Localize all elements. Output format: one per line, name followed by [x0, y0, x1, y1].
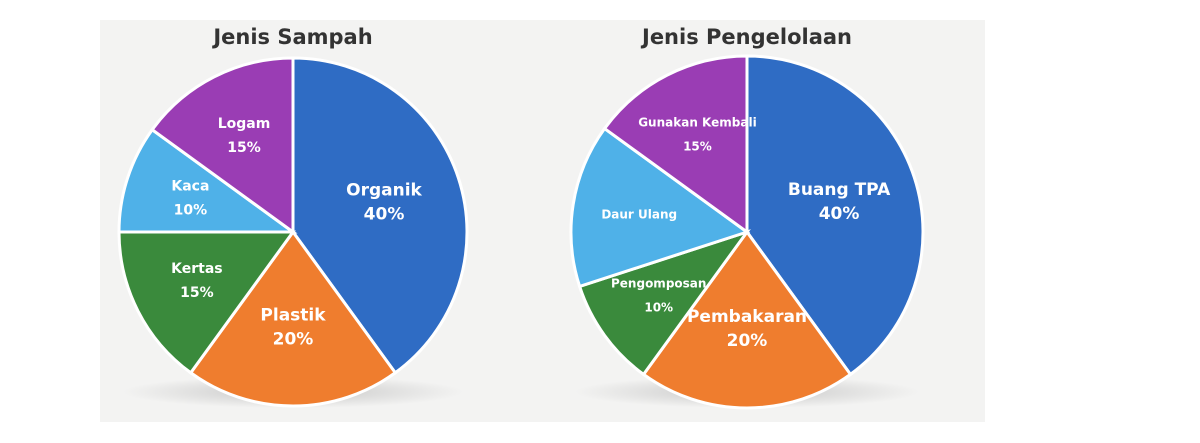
pie-slice — [188, 229, 398, 408]
slice-label: Kertas — [171, 261, 222, 277]
pie-slice — [577, 229, 751, 377]
value-label: 40% — [819, 204, 860, 224]
pie-slice — [641, 229, 853, 410]
value-label: 20% — [727, 331, 768, 351]
pie-slice — [745, 54, 925, 377]
chart-title: Jenis Pengelolaan — [640, 25, 852, 49]
pie-slice — [602, 54, 749, 235]
value-label: 20% — [273, 330, 314, 350]
value-label: 15% — [683, 139, 712, 153]
slice-label: Buang TPA — [788, 180, 891, 200]
value-label: 15% — [180, 285, 214, 301]
value-label: 10% — [644, 301, 673, 315]
slice-label: Organik — [346, 180, 422, 200]
pie-slice — [291, 56, 469, 375]
slice-label: Gunakan Kembali — [638, 115, 756, 129]
slice-label: Pembakaran — [687, 307, 807, 327]
pie-slice — [117, 127, 298, 234]
pie-slice — [117, 230, 296, 375]
slice-label: Kaca — [171, 179, 209, 195]
pie-slice — [569, 126, 751, 289]
pie-slice — [150, 56, 295, 235]
slice-label: Daur Ulang — [601, 207, 677, 221]
slice-label: Pengomposan — [611, 277, 706, 291]
value-label: 10% — [174, 203, 208, 219]
value-label: 15% — [227, 140, 261, 156]
chart-title: Jenis Sampah — [211, 25, 372, 49]
slice-label: Logam — [218, 116, 271, 132]
value-label: 40% — [364, 204, 405, 224]
slice-label: Plastik — [260, 306, 326, 326]
